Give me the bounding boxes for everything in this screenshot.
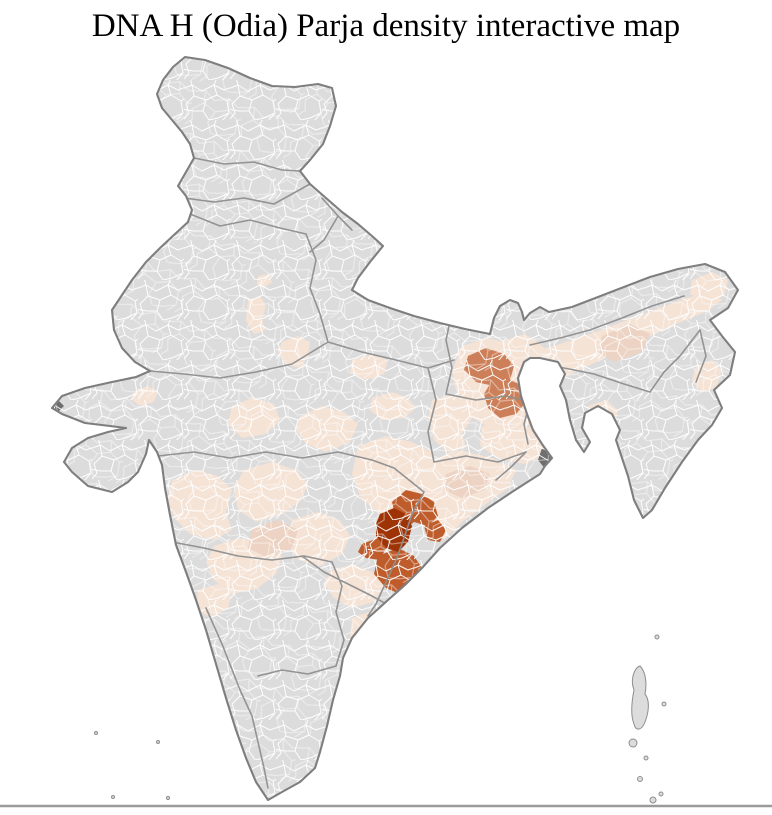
andaman-nicobar-islands[interactable] <box>628 634 667 804</box>
state-borders <box>149 157 707 789</box>
map-title: DNA H (Odia) Parja density interactive m… <box>91 8 681 44</box>
lakshadweep-islands[interactable] <box>94 731 170 800</box>
